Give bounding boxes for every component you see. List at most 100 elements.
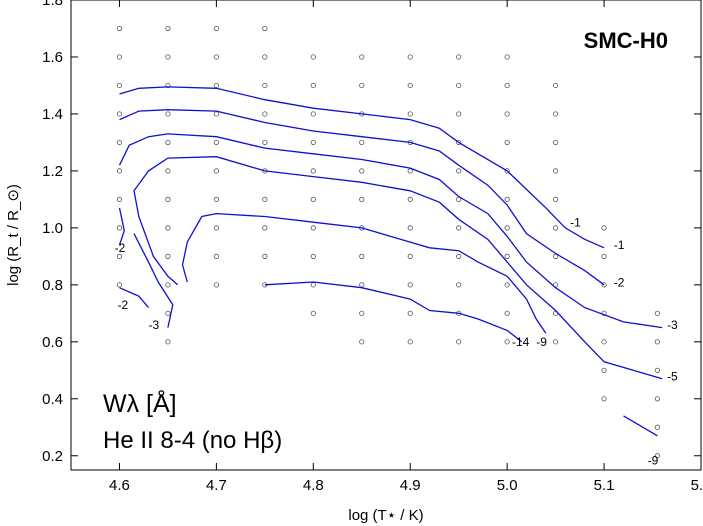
grid-point	[407, 339, 413, 345]
grid-point	[456, 253, 462, 259]
contour-label: -2	[115, 241, 126, 255]
grid-point	[310, 168, 316, 174]
grid-point	[654, 396, 660, 402]
grid-point	[116, 282, 123, 288]
y-axis-label: log (R_t / R_⊙)	[5, 184, 22, 286]
grid-point	[116, 253, 123, 259]
grid-point	[456, 82, 462, 89]
grid-point	[553, 111, 559, 117]
grid-point	[165, 139, 171, 146]
grid-point	[407, 82, 413, 89]
grid-point	[165, 82, 171, 89]
y-tick-label: 0.4	[42, 391, 63, 408]
grid-point	[310, 111, 316, 117]
grid-point	[116, 225, 123, 231]
grid-point	[456, 282, 462, 288]
grid-point	[456, 168, 462, 174]
grid-point	[116, 25, 123, 32]
grid-point	[504, 339, 510, 345]
grid-point	[407, 253, 413, 259]
grid-point	[165, 253, 171, 259]
x-tick-label: 5.2	[691, 477, 703, 494]
annotation-line-2: He II 8-4 (no Hβ)	[103, 427, 282, 454]
x-axis-label: log (T⋆ / K)	[348, 507, 423, 524]
grid-point	[456, 225, 462, 231]
grid-point	[504, 196, 510, 202]
grid-point	[654, 424, 660, 430]
contour-label: -3	[149, 318, 160, 332]
grid-point	[165, 196, 171, 202]
chart-title: SMC-H0	[584, 28, 668, 53]
contour-line-6	[264, 281, 523, 343]
grid-point	[504, 168, 510, 174]
contour-label: -14	[512, 335, 530, 349]
contour-label: -1	[570, 215, 581, 229]
grid-point	[165, 339, 171, 345]
grid-point	[310, 253, 316, 259]
contour-line-7	[118, 207, 125, 246]
grid-point	[601, 367, 607, 373]
grid-point	[654, 453, 660, 459]
contour-line-4	[133, 156, 663, 380]
grid-point	[553, 139, 559, 146]
grid-point	[359, 196, 365, 202]
contour-label: -9	[648, 453, 659, 467]
grid-point	[504, 310, 510, 316]
grid-point	[456, 339, 462, 345]
contour-labels: -1 -1 -2 -3 -5 -9 -14 -9 -2 -2 -3	[115, 215, 678, 467]
grid-point	[310, 225, 316, 231]
grid-point	[213, 82, 219, 89]
grid-point	[407, 310, 413, 316]
grid-point	[310, 54, 316, 60]
grid-point	[359, 168, 365, 174]
grid-point	[504, 111, 510, 117]
grid-point	[601, 225, 607, 231]
grid-point	[359, 339, 365, 345]
grid-point	[165, 310, 171, 316]
grid-point	[601, 282, 607, 288]
grid-point	[359, 54, 365, 60]
grid-point	[116, 139, 123, 146]
y-tick-label: 1.4	[42, 106, 63, 123]
contour-line-3	[118, 133, 663, 329]
contour-label: -2	[118, 298, 129, 312]
contour-line-9	[133, 233, 174, 328]
grid-point	[116, 196, 123, 202]
x-tick-label: 4.9	[400, 477, 421, 494]
grid-point	[213, 111, 219, 117]
grid-point	[165, 111, 171, 117]
grid-point	[407, 282, 413, 288]
grid-point	[165, 54, 171, 60]
grid-point	[213, 253, 219, 259]
grid-point	[456, 111, 462, 117]
grid-point	[504, 282, 510, 288]
grid-point	[262, 139, 268, 146]
contour-lines	[118, 86, 663, 437]
grid-point	[407, 111, 413, 117]
grid-point	[262, 111, 268, 117]
grid-point	[116, 82, 123, 89]
grid-point	[504, 54, 510, 60]
contour-label: -5	[667, 369, 678, 383]
grid-point	[213, 225, 219, 231]
grid-point	[116, 168, 123, 174]
grid-point	[654, 367, 660, 373]
contour-label: -1	[614, 238, 625, 252]
grid-point	[165, 168, 171, 174]
y-tick-label: 1.6	[42, 49, 63, 66]
grid-point	[601, 396, 607, 402]
grid-point	[213, 196, 219, 202]
grid-point	[262, 54, 268, 60]
x-tick-label: 5.0	[497, 477, 518, 494]
grid-point	[359, 139, 365, 146]
contour-line-5	[181, 212, 547, 334]
y-tick-label: 0.2	[42, 448, 63, 465]
grid-points	[116, 25, 660, 459]
grid-point	[553, 82, 559, 89]
annotation-line-1: Wλ [Å]	[103, 388, 177, 418]
plot-frame	[70, 0, 702, 471]
grid-point	[601, 339, 607, 345]
grid-point	[654, 310, 660, 316]
x-tick-label: 4.6	[109, 477, 130, 494]
grid-point	[654, 339, 660, 345]
